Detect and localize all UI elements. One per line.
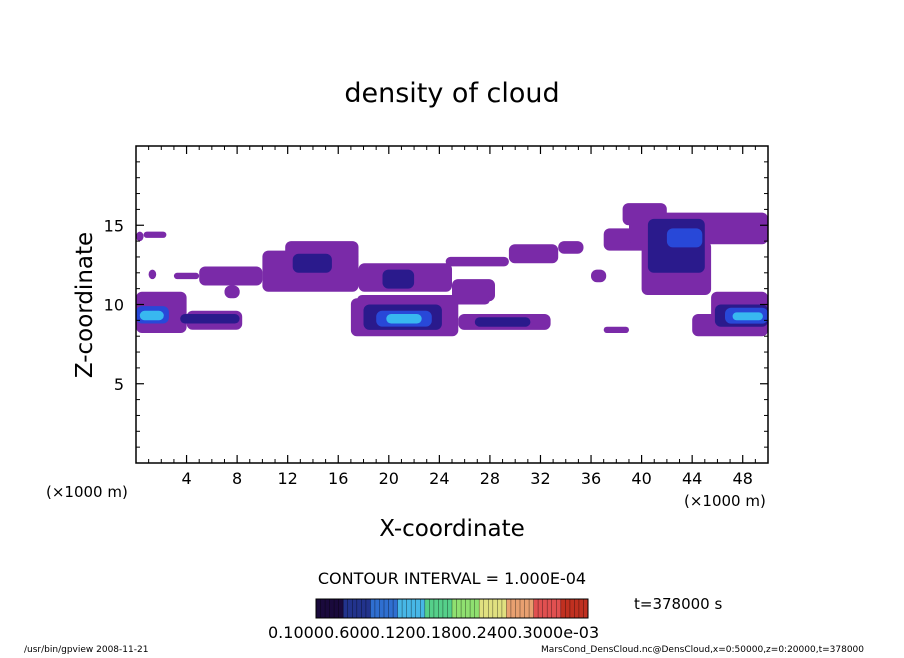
cloud-region	[382, 269, 415, 289]
x-axis-ticks: 4 8 12 16 20 24 28 32 36 40 44 48	[148, 146, 756, 488]
x-tick-label: 44	[682, 469, 702, 488]
footer-left: /usr/bin/gpview 2008-11-21	[24, 645, 148, 654]
x-axis-label: X-coordinate	[379, 516, 525, 542]
cloud-region	[558, 241, 584, 254]
x-tick-label: 28	[480, 469, 500, 488]
x-tick-label: 16	[328, 469, 348, 488]
x-unit-label-left: (×1000 m)	[46, 483, 128, 501]
y-tick-label: 10	[104, 296, 124, 315]
cloud-region	[139, 310, 164, 321]
y-tick-label: 5	[114, 375, 124, 394]
time-label: t=378000 s	[634, 595, 722, 613]
chart-title: density of cloud	[344, 78, 559, 109]
cloud-region	[173, 272, 200, 280]
colorbar	[315, 599, 589, 618]
cloud-region	[474, 317, 531, 327]
y-tick-label: 15	[104, 216, 124, 235]
x-tick-label: 36	[581, 469, 601, 488]
x-tick-label: 8	[232, 469, 242, 488]
x-tick-label: 4	[181, 469, 191, 488]
x-tick-label: 40	[631, 469, 651, 488]
cloud-region	[224, 285, 240, 299]
cloud-region	[591, 269, 607, 283]
cloud-region	[136, 231, 144, 242]
cloud-region	[445, 256, 509, 267]
x-tick-label: 48	[733, 469, 753, 488]
x-tick-label: 20	[379, 469, 399, 488]
cloud-region	[508, 244, 559, 264]
cloud-region	[666, 228, 703, 248]
cloud-region	[199, 266, 263, 286]
cloud-density-field	[136, 203, 768, 337]
cloud-region	[732, 312, 763, 321]
x-tick-label: 24	[429, 469, 449, 488]
x-unit-label-right: (×1000 m)	[684, 492, 766, 510]
x-tick-label: 32	[530, 469, 550, 488]
footer-right: MarsCond_DensCloud.nc@DensCloud,x=0:5000…	[541, 645, 864, 654]
x-tick-label: 12	[278, 469, 298, 488]
contour-interval-text: CONTOUR INTERVAL = 1.000E-04	[318, 569, 586, 588]
y-axis-label: Z-coordinate	[72, 232, 98, 378]
cloud-region	[386, 314, 422, 324]
cloud-region	[148, 269, 157, 280]
cloud-region	[143, 231, 167, 238]
colorbar-frame	[315, 598, 589, 619]
cloud-region	[180, 314, 240, 324]
cloud-region	[292, 253, 332, 273]
y-axis-ticks: 5 10 15	[104, 161, 768, 448]
cloud-region	[603, 326, 629, 333]
colorbar-labels: 0.10000.6000.1200.1800.2400.3000e-03	[268, 623, 599, 642]
